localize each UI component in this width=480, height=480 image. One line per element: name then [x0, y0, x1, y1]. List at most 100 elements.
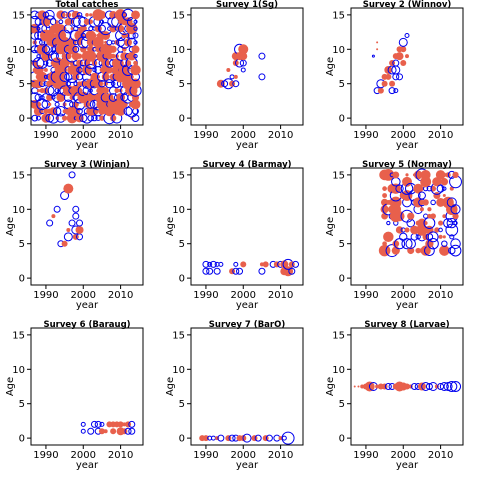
bubble-point: [44, 9, 55, 20]
bubble-point: [117, 421, 124, 428]
x-tick-label: 1990: [193, 450, 218, 461]
y-tick-label: 15: [12, 330, 25, 341]
y-tick-label: 0: [19, 274, 25, 285]
bubble-point: [52, 106, 62, 116]
bubble-point: [442, 214, 447, 219]
bubble-point: [427, 238, 439, 250]
bubble-point: [421, 382, 431, 391]
y-tick-label: 0: [339, 274, 345, 285]
bubble-point: [102, 87, 109, 94]
bubble-point: [59, 58, 70, 69]
bubble-point: [399, 232, 408, 242]
x-tick-label: 2010: [428, 290, 453, 301]
x-tick-label: 2000: [391, 450, 416, 461]
bubble-point: [35, 115, 41, 121]
x-tick-label: 1990: [353, 290, 378, 301]
bubble-point: [402, 176, 412, 187]
bubble-point: [41, 45, 51, 54]
bubble-point: [51, 33, 56, 38]
bubble-point: [281, 435, 287, 441]
panel-4: Survey 3 (Winjan) 1990 2000 2010 0 5 10 15 year A…: [5, 160, 144, 311]
bubble-point: [258, 267, 266, 275]
panel-title: Survey 4 (Barmay): [202, 160, 291, 170]
bubble-point: [36, 54, 41, 59]
bubble-point: [53, 205, 61, 213]
panel-title: Survey 5 (Normay): [362, 160, 452, 170]
bubble-point: [396, 73, 404, 81]
bubble-point: [400, 60, 407, 67]
bubble-point: [95, 46, 102, 53]
y-axis-label: Age: [5, 377, 16, 396]
bubble-point: [392, 171, 400, 179]
bubble-point: [133, 60, 138, 66]
bubble-point: [37, 71, 48, 82]
x-axis-label: year: [76, 140, 99, 151]
bubble-point: [72, 205, 80, 213]
bubble-point: [40, 68, 44, 72]
y-tick-label: 15: [12, 170, 25, 181]
bubble-point: [90, 420, 98, 428]
bubble-point: [43, 68, 48, 72]
bubble-point: [427, 213, 432, 219]
bubble-point: [439, 245, 450, 256]
bubble-point: [131, 45, 140, 54]
bubble-point: [292, 260, 300, 268]
bubble-point: [450, 381, 462, 392]
bubble-point: [280, 260, 289, 269]
bubble-point: [72, 212, 80, 220]
bubble-point: [433, 192, 441, 200]
bubble-point: [265, 434, 273, 442]
y-axis-label: Age: [165, 377, 176, 396]
bubble-point: [109, 114, 117, 122]
bubble-point: [400, 46, 407, 53]
bubble-point: [94, 420, 102, 428]
panel-title: Survey 7 (BarO): [209, 320, 286, 330]
bubble-point: [442, 186, 447, 191]
x-tick-label: 2000: [231, 290, 256, 301]
x-tick-label: 2000: [231, 130, 256, 141]
bubble-point: [420, 245, 431, 256]
bubble-point: [131, 93, 140, 102]
bubble-point: [85, 13, 89, 17]
x-tick-label: 2000: [71, 290, 96, 301]
bubble-point: [111, 40, 116, 45]
x-tick-label: 2010: [268, 130, 293, 141]
bubble-point: [130, 78, 141, 89]
bubble-point: [76, 107, 83, 115]
panel-6: Survey 5 (Normay) 1990 2000 2010 0 5 10 15 year A…: [325, 160, 464, 311]
bubble-point: [97, 10, 107, 19]
bubble-point: [88, 26, 94, 32]
x-tick-label: 2010: [108, 450, 133, 461]
y-tick-label: 10: [332, 205, 345, 216]
y-axis-label: Age: [5, 217, 16, 236]
bubble-point: [96, 75, 100, 79]
bubble-point: [99, 421, 105, 427]
bubble-point: [41, 16, 51, 27]
bubble-point: [427, 207, 432, 212]
bubble-point: [380, 205, 389, 214]
bubble-point: [410, 383, 418, 390]
bubble-point: [56, 10, 66, 20]
bubble-point: [68, 171, 76, 179]
bubble-point: [405, 173, 409, 177]
x-axis-label: year: [76, 460, 99, 471]
bubble-point: [98, 428, 105, 435]
bubble-point: [83, 18, 91, 25]
bubble-point: [41, 51, 51, 61]
x-tick-label: 2000: [71, 450, 96, 461]
bubble-point: [238, 44, 249, 55]
bubble-point: [91, 114, 98, 122]
bubble-point: [126, 16, 137, 27]
points: [46, 171, 84, 248]
bubble-point: [371, 54, 375, 58]
bubble-point: [42, 87, 49, 94]
bubble-point: [36, 26, 41, 31]
bubble-point: [229, 74, 235, 80]
y-tick-label: 10: [12, 205, 25, 216]
plot-frame: [190, 167, 304, 286]
bubble-point: [63, 232, 73, 242]
x-tick-label: 1990: [353, 130, 378, 141]
bubble-point: [92, 33, 97, 38]
bubble-point: [436, 197, 446, 207]
bubble-point: [233, 74, 238, 79]
